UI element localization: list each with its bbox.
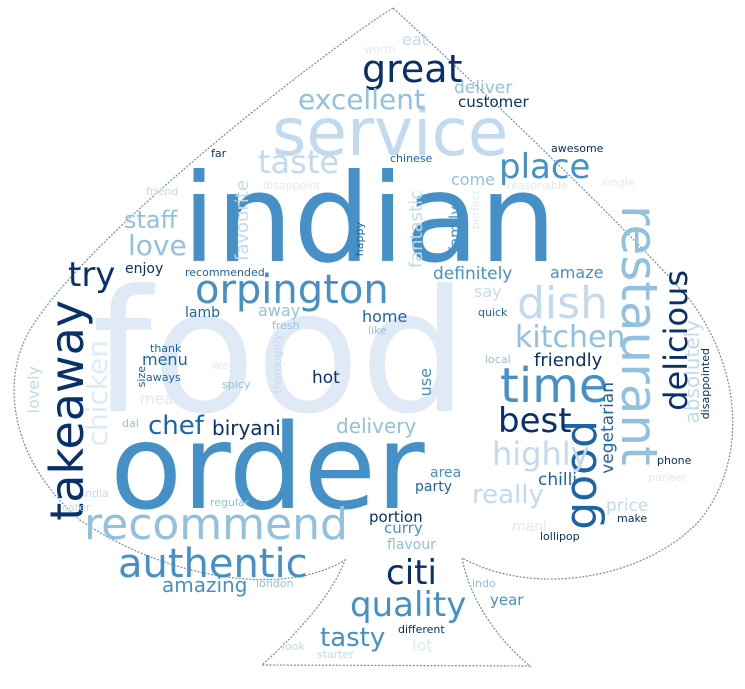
word-home: home: [362, 307, 408, 326]
word-fantastic: fantastic: [406, 190, 427, 269]
word-definitely: definitely: [433, 264, 513, 284]
word-try: try: [68, 255, 116, 295]
word-way: way: [212, 359, 235, 372]
word-family: family: [446, 206, 464, 253]
word-customer: customer: [458, 93, 529, 111]
word-india: india: [82, 487, 109, 500]
word-deliver: deliver: [454, 78, 513, 98]
word-friendly: friendly: [534, 350, 603, 371]
word-time: time: [500, 358, 609, 414]
word-great: great: [362, 47, 463, 91]
word-portion: portion: [369, 508, 423, 526]
word-dal: dal: [122, 417, 139, 430]
word-starter: starter: [317, 648, 354, 661]
word-value: value: [373, 372, 386, 403]
word-phone: phone: [657, 454, 692, 467]
word-use: use: [416, 368, 435, 397]
word-menu: menu: [142, 350, 188, 369]
word-say: say: [474, 282, 502, 301]
word-orpington: orpington: [195, 267, 389, 313]
word-really: really: [472, 480, 544, 510]
word-far: far: [211, 147, 227, 160]
word-love: love: [128, 229, 187, 262]
word-amaze: amaze: [550, 263, 604, 282]
word-make: make: [617, 512, 648, 525]
word-recommend: recommend: [84, 499, 348, 550]
word-price: price: [606, 496, 649, 516]
word-disappoint: disappoint: [263, 179, 321, 192]
word-curry: curry: [384, 519, 423, 537]
word-happy: happy: [353, 222, 366, 257]
word-paneer: paneer: [648, 471, 687, 484]
word-enjoy: enjoy: [125, 261, 164, 277]
word-vegetarian: vegetarian: [598, 382, 618, 474]
word-perfect: perfect: [469, 190, 482, 230]
word-indian: indian: [182, 148, 557, 290]
word-aways: aways: [146, 371, 181, 384]
word-chinese: chinese: [390, 152, 433, 165]
word-reasonable: reasonable: [507, 179, 568, 192]
word-indo: indo: [472, 577, 496, 590]
word-recommended: recommended: [185, 266, 265, 279]
word-flavour: flavour: [387, 537, 436, 553]
word-disappointed: disappointed: [699, 348, 712, 420]
word-lollipop: lollipop: [540, 530, 580, 543]
word-hot: hot: [312, 368, 340, 388]
word-away: away: [258, 301, 301, 320]
word-come: come: [451, 170, 496, 189]
word-size: size: [135, 366, 148, 388]
word-spicy: spicy: [222, 378, 251, 391]
word-regular: regular: [210, 496, 250, 509]
word-meal: meal: [140, 390, 178, 408]
word-chef: chef: [148, 411, 204, 441]
word-area: area: [430, 465, 462, 481]
word-favourite: favourite: [232, 180, 253, 261]
word-place: place: [499, 147, 591, 187]
word-lot: lot: [412, 636, 433, 655]
word-worth: worth: [364, 43, 396, 56]
word-staff: staff: [124, 206, 178, 234]
word-fresh: fresh: [272, 319, 300, 332]
word-food: food: [92, 254, 468, 452]
word-authentic: authentic: [118, 541, 308, 587]
word-excellent: excellent: [298, 83, 425, 116]
word-thoroughly: thoroughly: [271, 334, 284, 394]
word-look: look: [282, 640, 305, 653]
word-biryani: biryani: [212, 416, 281, 440]
word-delivery: delivery: [336, 414, 417, 438]
word-single: single: [602, 176, 635, 189]
word-year: year: [490, 591, 524, 609]
word-highly: highly: [492, 435, 590, 473]
word-lamb: lamb: [185, 305, 220, 321]
word-taste: taste: [258, 143, 340, 181]
word-eat: eat: [402, 30, 428, 49]
word-mani: mani: [512, 519, 547, 535]
word-like: like: [368, 324, 387, 337]
word-tasty: tasty: [320, 623, 386, 653]
word-best: best: [498, 401, 572, 441]
word-lovely: lovely: [24, 366, 43, 414]
word-quick: quick: [478, 306, 508, 319]
word-kitchen: kitchen: [515, 320, 626, 355]
word-order: order: [110, 398, 425, 536]
word-amazing: amazing: [162, 573, 248, 597]
word-quality: quality: [350, 585, 467, 625]
word-restaurant: restaurant: [610, 205, 668, 466]
word-cater: cater: [62, 501, 91, 514]
word-service: service: [272, 94, 509, 171]
word-citi: citi: [386, 553, 437, 593]
word-local: local: [485, 353, 511, 366]
word-chicken: chicken: [81, 340, 114, 447]
word-awesome: awesome: [551, 142, 604, 155]
word-party: party: [415, 479, 452, 495]
word-dish: dish: [517, 278, 608, 329]
word-friend: friend: [146, 185, 179, 198]
word-chilli: chilli: [538, 470, 578, 490]
word-different: different: [398, 623, 445, 636]
word-london: london: [256, 577, 294, 590]
word-thank: thank: [150, 342, 182, 355]
